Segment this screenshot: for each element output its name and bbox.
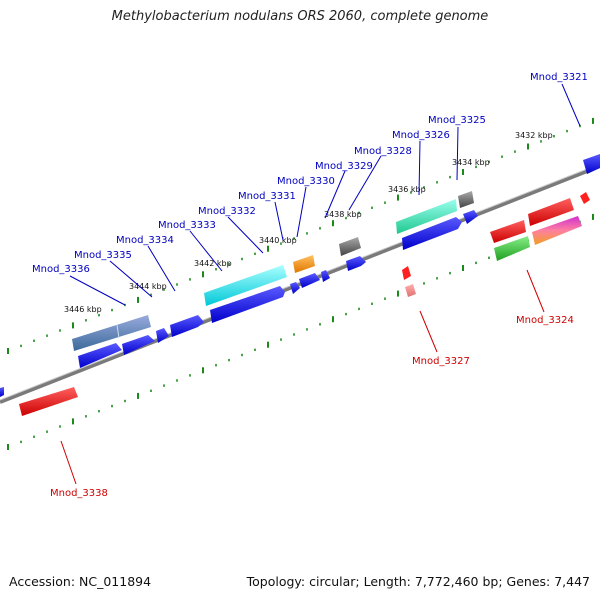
kbp-label: 3446 kbp [64,305,102,314]
map-title: Methylobacterium nodulans ORS 2060, comp… [111,9,489,24]
gene-feature-blue[interactable] [290,282,300,294]
gene-feature-mnod-3324[interactable] [494,236,530,261]
gene-label-mnod-3332[interactable]: Mnod_3332 [198,206,256,217]
gene-feature-blue-edge[interactable] [0,387,4,397]
gene-label-mnod-3329[interactable]: Mnod_3329 [315,161,373,172]
gene-feature-multi[interactable] [532,216,582,245]
gene-label-mnod-3331[interactable]: Mnod_3331 [238,191,296,202]
callout-lines [60,83,581,485]
gene-label-mnod-3321[interactable]: Mnod_3321 [530,72,588,83]
gene-feature-red[interactable] [528,198,574,226]
gene-feature-red-small[interactable] [402,266,411,280]
gene-label-mnod-3338[interactable]: Mnod_3338 [50,488,108,499]
gene-feature-blue[interactable] [78,343,122,368]
gene-feature-blue[interactable] [299,273,320,288]
kbp-label: 3436 kbp [388,185,426,194]
gene-feature-mnod-3338[interactable] [19,387,78,416]
gene-feature-blue[interactable] [402,217,462,250]
kbp-label: 3440 kbp [259,236,297,245]
gene-feature-mnod-3327[interactable] [405,284,416,297]
gene-label-mnod-3327[interactable]: Mnod_3327 [412,356,470,367]
gene-feature-mnod-3325[interactable] [458,191,474,208]
gene-feature-blue[interactable] [210,286,285,323]
kbp-label: 3434 kbp [452,158,490,167]
kbp-label: 3438 kbp [324,210,362,219]
gene-feature-blue[interactable] [346,256,366,271]
genome-backbone [0,164,600,404]
gene-feature-mnod-3321[interactable] [583,154,600,174]
gene-label-mnod-3334[interactable]: Mnod_3334 [116,235,174,246]
gene-feature-mnod-3336[interactable] [72,315,151,351]
gene-label-mnod-3336[interactable]: Mnod_3336 [32,264,90,275]
gene-label-mnod-3333[interactable]: Mnod_3333 [158,220,216,231]
gene-feature-blue[interactable] [463,210,478,224]
gene-feature-blue[interactable] [170,315,204,337]
kbp-label: 3444 kbp [129,282,167,291]
gene-feature-mnod-3326[interactable] [396,199,457,234]
feature-divider [116,324,120,339]
gene-feature-mnod-3328[interactable] [339,237,361,256]
gene-feature-blue[interactable] [321,270,330,282]
kbp-label: 3442 kbp [194,259,232,268]
gene-feature-blue[interactable] [156,328,169,343]
gene-feature-mnod-3330[interactable] [293,255,315,273]
gene-features [0,154,600,416]
gene-feature-red-small[interactable] [580,192,590,204]
gene-feature-red[interactable] [490,220,526,243]
gene-label-mnod-3328[interactable]: Mnod_3328 [354,146,412,157]
gene-feature-blue[interactable] [122,335,155,355]
genome-summary-text: Topology: circular; Length: 7,772,460 bp… [246,574,590,589]
gene-feature-mnod-3332[interactable] [204,265,287,306]
gene-label-mnod-3325[interactable]: Mnod_3325 [428,115,486,126]
accession-text: Accession: NC_011894 [9,574,152,589]
gene-label-mnod-3324[interactable]: Mnod_3324 [516,315,574,326]
gene-label-mnod-3330[interactable]: Mnod_3330 [277,176,335,187]
gene-label-mnod-3326[interactable]: Mnod_3326 [392,130,450,141]
gene-label-mnod-3335[interactable]: Mnod_3335 [74,250,132,261]
kbp-label: 3432 kbp [515,131,553,140]
